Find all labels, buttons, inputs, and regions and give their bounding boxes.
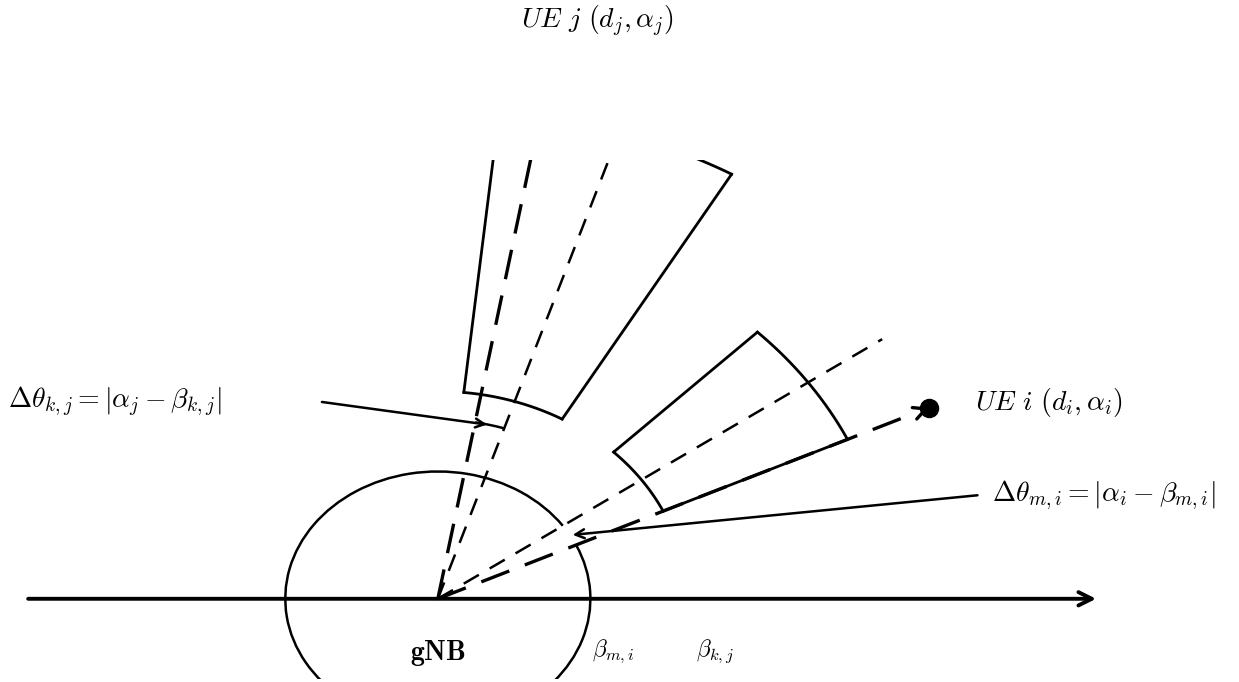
Text: $UE\ j\ (d_j,\alpha_j)$: $UE\ j\ (d_j,\alpha_j)$	[520, 4, 673, 40]
Text: $UE\ i\ (d_i,\alpha_i)$: $UE\ i\ (d_i,\alpha_i)$	[975, 386, 1123, 419]
Text: $\beta_{k,j}$: $\beta_{k,j}$	[695, 638, 733, 666]
Text: $\Delta\theta_{m,i}=\left|\alpha_i-\beta_{m,i}\right|$: $\Delta\theta_{m,i}=\left|\alpha_i-\beta…	[991, 478, 1215, 512]
Text: $\Delta\theta_{k,j}=\left|\alpha_j-\beta_{k,j}\right|$: $\Delta\theta_{k,j}=\left|\alpha_j-\beta…	[9, 385, 222, 418]
Text: $\mathbf{gNB}$: $\mathbf{gNB}$	[410, 638, 466, 668]
Text: $\beta_{m,i}$: $\beta_{m,i}$	[592, 638, 634, 666]
